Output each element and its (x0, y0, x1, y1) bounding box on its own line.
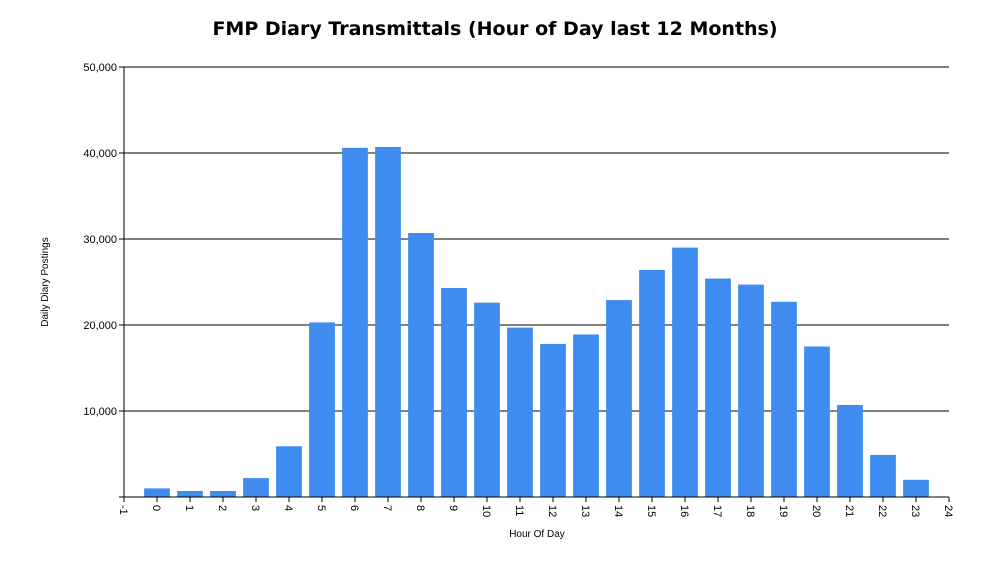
bar (738, 284, 764, 497)
y-tick-label: 30,000 (83, 234, 117, 246)
x-tick-label: 2 (216, 505, 228, 511)
y-axis-title: Daily Diary Postings (40, 237, 51, 326)
y-tick-label: 40,000 (83, 148, 117, 160)
x-tick-label: 24 (942, 505, 954, 517)
bar (771, 301, 797, 497)
bar (540, 343, 566, 497)
bar (573, 334, 599, 497)
x-tick-label: 22 (876, 505, 888, 517)
bar (837, 404, 863, 497)
x-tick-label: 17 (711, 505, 723, 517)
bar (309, 322, 335, 497)
y-tick-label: 50,000 (83, 62, 117, 74)
x-tick-label: 18 (744, 505, 756, 517)
x-tick-label: 1 (183, 505, 195, 511)
bar (342, 147, 368, 497)
bar (870, 454, 896, 497)
bar (903, 479, 929, 497)
x-tick-label: 19 (777, 505, 789, 517)
bar (144, 488, 170, 497)
bar (408, 232, 434, 498)
bar (606, 300, 632, 497)
bar (804, 346, 830, 497)
x-tick-label: 21 (843, 505, 855, 517)
x-tick-label: 3 (249, 505, 261, 511)
bar (276, 446, 302, 497)
bar (441, 288, 467, 497)
x-tick-label: 16 (678, 505, 690, 517)
x-tick-label: 11 (513, 505, 525, 516)
bar (375, 146, 401, 498)
bar (639, 269, 665, 497)
x-tick-label: 13 (579, 505, 591, 517)
x-tick-label: 7 (381, 505, 393, 511)
bar (705, 278, 731, 497)
y-tick-label: 20,000 (83, 320, 117, 332)
bar (474, 302, 500, 497)
x-axis-title: Hour Of Day (509, 529, 565, 540)
bar (177, 490, 203, 497)
x-tick-label: 10 (480, 505, 492, 517)
bar (210, 490, 236, 497)
chart-title: FMP Diary Transmittals (Hour of Day last… (212, 18, 778, 40)
y-tick-label: 10,000 (83, 406, 117, 418)
x-tick-label: 23 (909, 505, 921, 517)
x-tick-label: 4 (282, 505, 294, 511)
x-tick-label: 8 (414, 505, 426, 511)
x-tick-label: 0 (150, 505, 162, 511)
x-tick-label: -1 (117, 505, 129, 515)
x-tick-label: 14 (612, 505, 624, 517)
bar (672, 247, 698, 497)
x-tick-label: 12 (546, 505, 558, 517)
x-tick-label: 9 (447, 505, 459, 511)
x-tick-label: 5 (315, 505, 327, 511)
x-tick-label: 15 (645, 505, 657, 517)
x-tick-label: 6 (348, 505, 360, 511)
bar (507, 327, 533, 497)
bar (243, 478, 269, 497)
x-tick-label: 20 (810, 505, 822, 517)
